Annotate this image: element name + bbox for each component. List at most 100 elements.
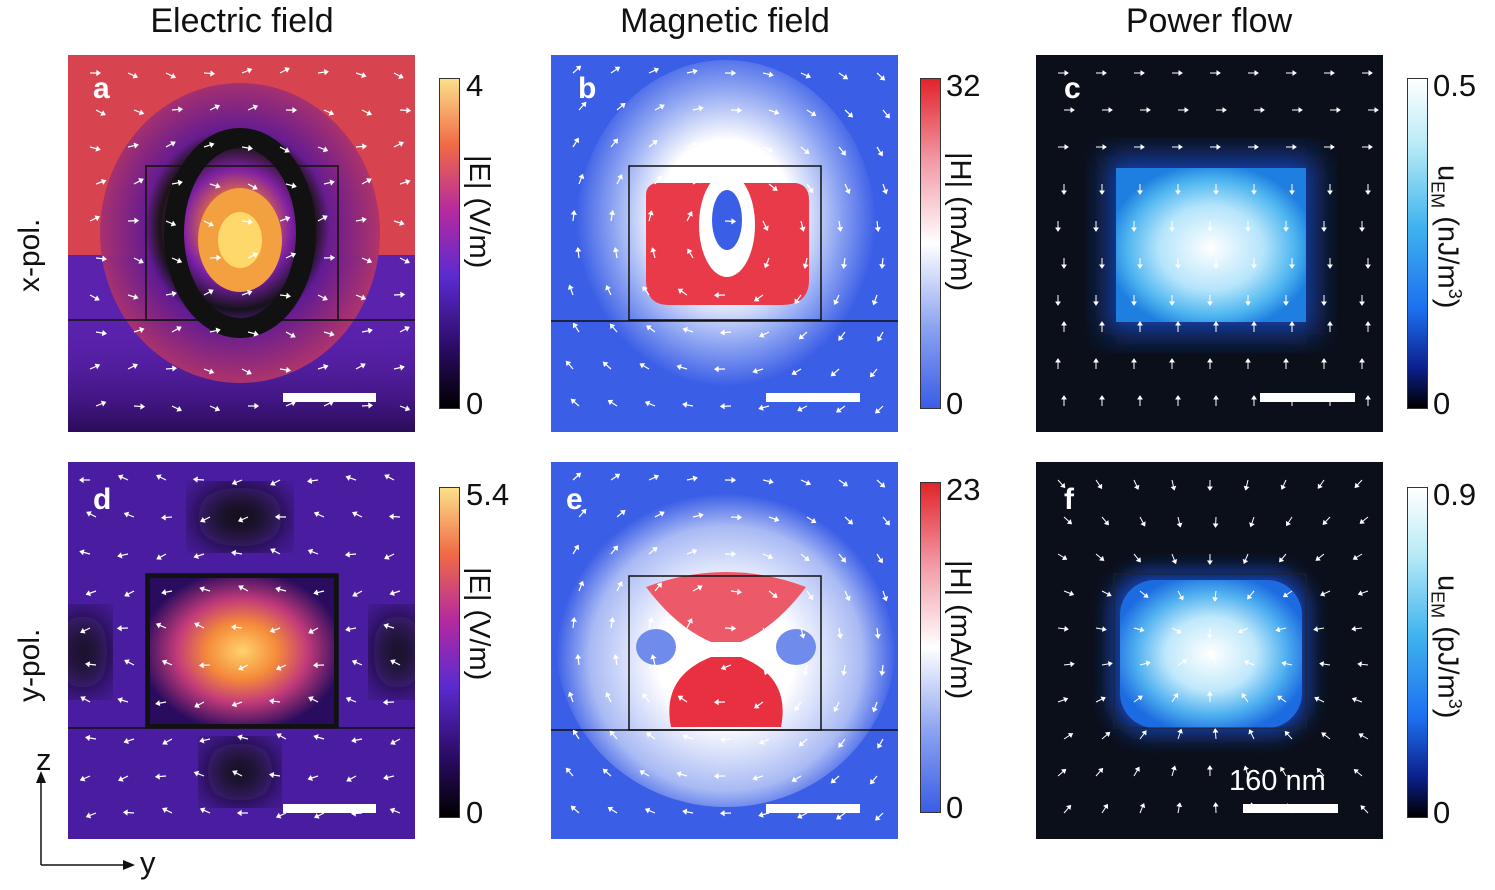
field-arrow-head bbox=[1327, 190, 1333, 195]
field-arrow-head bbox=[1060, 482, 1066, 489]
field-arrow-head bbox=[1241, 693, 1247, 699]
field-arrow-head bbox=[720, 257, 727, 264]
field-arrow-head bbox=[567, 284, 574, 291]
field-arrow-head bbox=[133, 142, 139, 149]
field-arrow-head bbox=[178, 106, 184, 113]
panel-c-power-x bbox=[1036, 55, 1383, 432]
field-arrow-head bbox=[1313, 626, 1319, 632]
colorbar-d-min: 0 bbox=[466, 795, 484, 830]
field-arrow-head bbox=[1099, 264, 1105, 269]
field-arrow-head bbox=[1178, 70, 1183, 76]
field-arrow-head bbox=[713, 772, 719, 780]
field-arrow-head bbox=[388, 513, 394, 520]
field-arrow-head bbox=[844, 188, 851, 195]
field-arrow-head bbox=[1210, 654, 1217, 660]
field-arrow-head bbox=[172, 365, 178, 372]
field-arrow-head bbox=[1177, 728, 1183, 734]
field-arrow-head bbox=[246, 67, 253, 74]
field-arrow-head bbox=[162, 739, 168, 745]
field-arrow-head bbox=[85, 590, 92, 597]
panel-d-electric-y bbox=[68, 462, 415, 839]
axes-indicator bbox=[36, 771, 135, 870]
field-arrow-head bbox=[1207, 301, 1213, 306]
field-arrow-head bbox=[322, 146, 329, 153]
field-arrow-head bbox=[1137, 190, 1143, 195]
field-arrow-head bbox=[720, 664, 727, 671]
field-arrow-head bbox=[644, 400, 651, 407]
field-arrow-head bbox=[767, 146, 774, 153]
field-arrow-head bbox=[1351, 696, 1357, 703]
field-arrow-head bbox=[578, 173, 585, 180]
field-arrow-head bbox=[652, 140, 658, 146]
title-power-flow: Power flow bbox=[1125, 2, 1293, 40]
field-arrow-head bbox=[284, 67, 290, 73]
field-arrow-head bbox=[753, 296, 760, 302]
colorbar-a bbox=[439, 78, 460, 409]
field-arrow-head bbox=[736, 181, 742, 188]
field-arrow-head bbox=[323, 68, 329, 76]
field-arrow-head bbox=[1212, 597, 1219, 602]
field-arrow-head bbox=[170, 73, 176, 79]
field-arrow-head bbox=[837, 226, 844, 232]
field-arrow-head bbox=[1133, 484, 1140, 490]
field-arrow-head bbox=[1061, 264, 1067, 269]
field-arrow-head bbox=[94, 215, 100, 222]
field-arrow-head bbox=[1055, 227, 1061, 232]
axis-label-y: y bbox=[140, 845, 156, 880]
scale-bar-c bbox=[1260, 393, 1355, 402]
field-arrow-head bbox=[847, 112, 854, 118]
field-arrow-head bbox=[214, 405, 221, 412]
field-arrow-head bbox=[874, 633, 881, 639]
field-arrow-head bbox=[1222, 107, 1227, 113]
field-arrow-head bbox=[691, 141, 698, 148]
field-arrow-head bbox=[687, 248, 693, 255]
field-arrow-head bbox=[1315, 555, 1321, 561]
field-arrow-head bbox=[1359, 301, 1365, 306]
field-arrow-head bbox=[833, 299, 840, 305]
field-arrow-head bbox=[758, 811, 764, 818]
field-arrow-head bbox=[565, 360, 572, 367]
field-arrow-head bbox=[275, 812, 282, 819]
field-arrow-head bbox=[768, 478, 774, 485]
field-arrow-head bbox=[1281, 660, 1287, 667]
field-arrow-head bbox=[768, 71, 774, 78]
field-arrow-head bbox=[719, 736, 725, 743]
field-arrow-head bbox=[124, 659, 130, 665]
field-arrow-head bbox=[94, 295, 100, 301]
field-arrow-head bbox=[840, 263, 848, 269]
field-arrow-head bbox=[607, 806, 614, 813]
field-arrow-head bbox=[844, 595, 851, 602]
field-arrow-head bbox=[1176, 522, 1183, 528]
field-arrow-head bbox=[1368, 70, 1373, 76]
field-arrow-head bbox=[252, 184, 258, 190]
field-arrow-head bbox=[875, 815, 881, 821]
field-arrow-head bbox=[269, 627, 276, 634]
field-arrow-head bbox=[270, 548, 276, 554]
field-arrow-head bbox=[1098, 767, 1104, 774]
field-arrow-head bbox=[1102, 144, 1107, 150]
scale-bar-e bbox=[766, 804, 860, 813]
field-arrow-head bbox=[100, 178, 107, 185]
field-arrow-head bbox=[803, 148, 810, 155]
field-arrow-head bbox=[215, 182, 221, 189]
field-arrow-head bbox=[1251, 321, 1257, 326]
field-arrow-head bbox=[140, 403, 146, 410]
field-arrow-head bbox=[767, 553, 774, 560]
colorbar-f-min: 0 bbox=[1433, 795, 1451, 830]
field-arrow-head bbox=[1140, 144, 1145, 150]
field-arrow-head bbox=[687, 211, 693, 217]
field-arrow-head bbox=[659, 511, 665, 517]
field-arrow-head bbox=[1292, 144, 1297, 150]
field-arrow-head bbox=[161, 659, 168, 666]
field-arrow-head bbox=[840, 557, 846, 563]
field-arrow-head bbox=[176, 257, 183, 264]
field-arrow-head bbox=[1213, 264, 1219, 269]
colorbar-e-min: 0 bbox=[946, 790, 964, 825]
field-arrow-head bbox=[237, 516, 244, 523]
field-arrow-head bbox=[345, 474, 351, 481]
colorbar-d bbox=[439, 487, 460, 818]
field-arrow-head bbox=[1365, 190, 1371, 195]
field-arrow-head bbox=[117, 697, 123, 704]
field-arrow-head bbox=[682, 808, 688, 815]
field-arrow-head bbox=[1137, 321, 1143, 326]
